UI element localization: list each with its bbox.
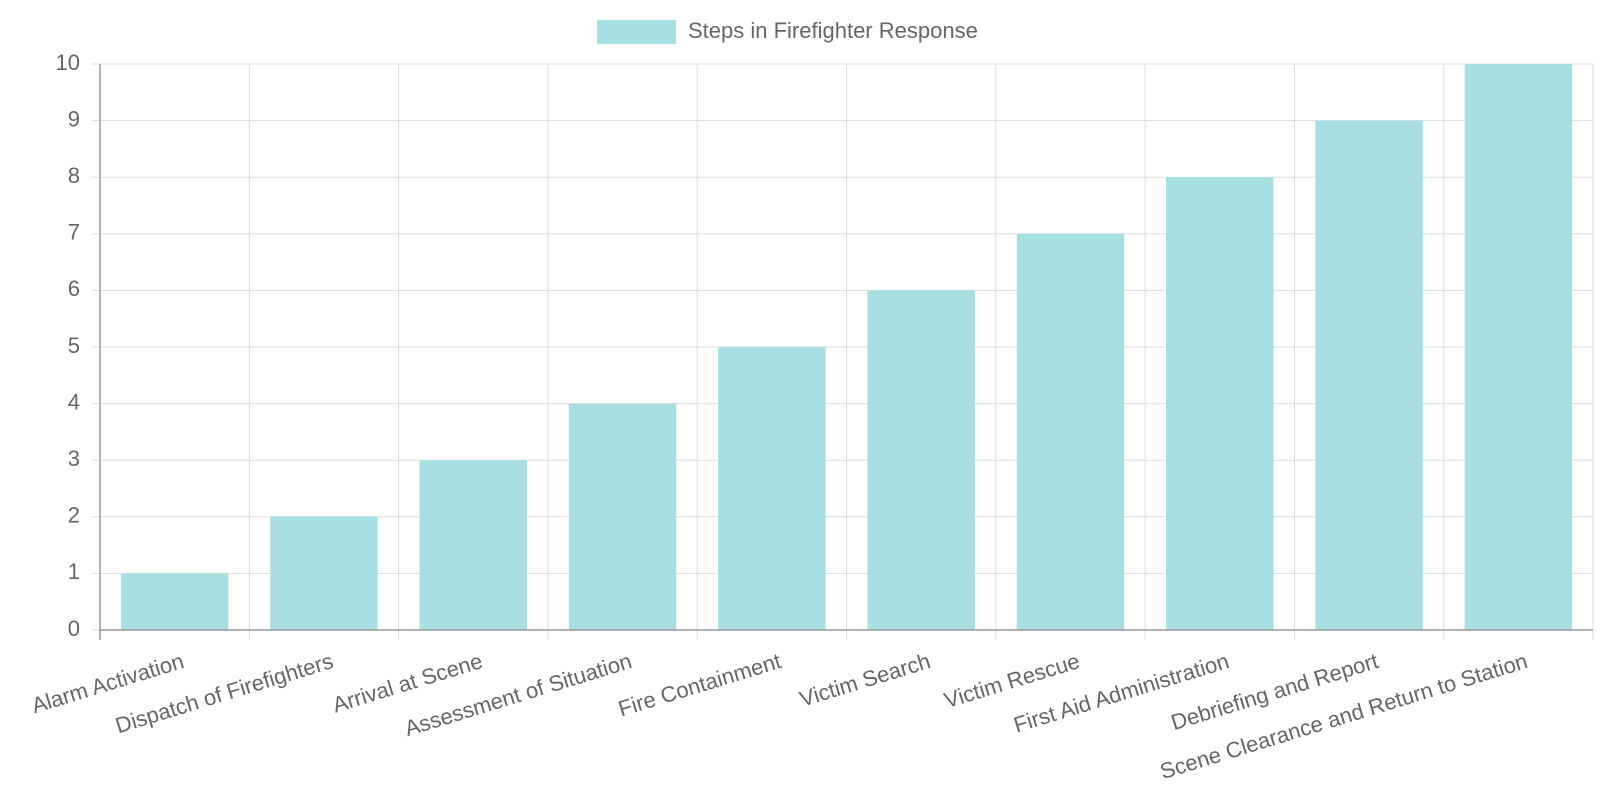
legend-label: Steps in Firefighter Response bbox=[688, 18, 978, 43]
bar[interactable] bbox=[1464, 64, 1573, 630]
bar[interactable] bbox=[718, 347, 826, 630]
y-tick-label: 4 bbox=[68, 389, 80, 414]
y-tick-label: 1 bbox=[68, 559, 80, 584]
legend[interactable]: Steps in Firefighter Response bbox=[597, 18, 978, 44]
bar[interactable] bbox=[419, 460, 527, 630]
y-tick-label: 2 bbox=[68, 503, 80, 528]
axes bbox=[99, 64, 1593, 640]
bar[interactable] bbox=[1166, 177, 1274, 630]
y-tick-label: 0 bbox=[68, 616, 80, 641]
bars bbox=[120, 64, 1573, 631]
bar[interactable] bbox=[568, 403, 677, 630]
y-tick-label: 5 bbox=[68, 333, 80, 358]
bar[interactable] bbox=[1016, 233, 1125, 631]
x-tick-label: Fire Containment bbox=[615, 648, 784, 721]
legend-swatch bbox=[597, 20, 676, 44]
y-tick-label: 10 bbox=[56, 50, 80, 75]
bar[interactable] bbox=[1315, 120, 1423, 630]
y-tick-label: 9 bbox=[68, 106, 80, 131]
y-tick-label: 6 bbox=[68, 276, 80, 301]
x-tick-label: Victim Search bbox=[797, 648, 934, 711]
y-tick-labels: 0 1 2 3 4 5 6 7 8 9 10 bbox=[56, 50, 80, 641]
y-tick-label: 8 bbox=[68, 163, 80, 188]
bar[interactable] bbox=[120, 573, 229, 630]
bar[interactable] bbox=[867, 290, 975, 630]
y-tick-label: 3 bbox=[68, 446, 80, 471]
y-tick-label: 7 bbox=[68, 220, 80, 245]
bar[interactable] bbox=[270, 516, 378, 630]
